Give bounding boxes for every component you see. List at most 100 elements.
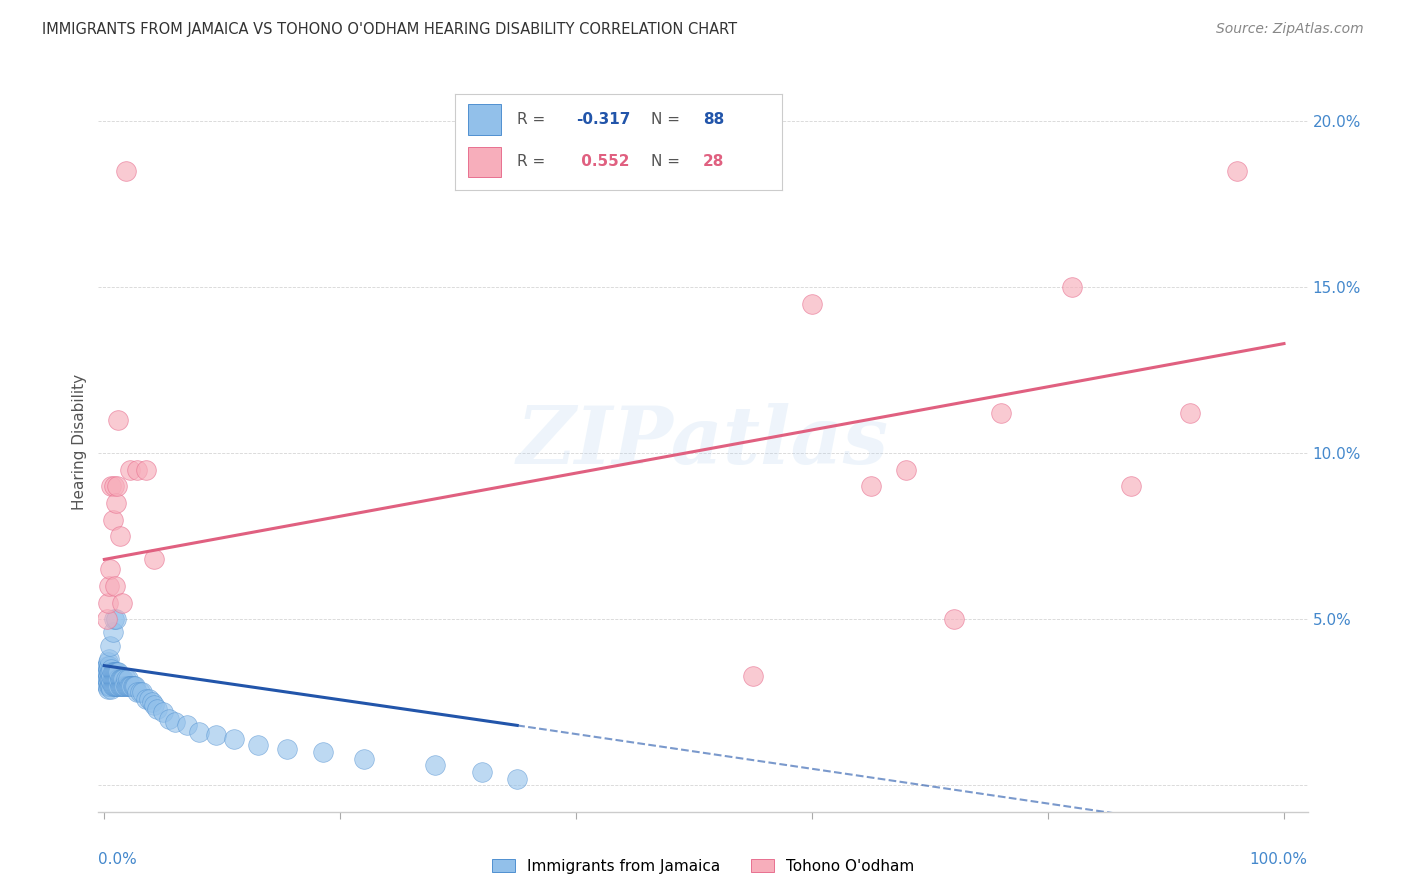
- Point: [101, 672, 124, 686]
- Point: [742, 668, 765, 682]
- Point: [98, 672, 121, 686]
- Point: [101, 512, 124, 526]
- Point: [896, 463, 918, 477]
- Text: Source: ZipAtlas.com: Source: ZipAtlas.com: [1216, 22, 1364, 37]
- Point: [311, 745, 333, 759]
- Point: [98, 658, 121, 673]
- Y-axis label: Hearing Disability: Hearing Disability: [72, 374, 87, 509]
- Point: [103, 672, 125, 686]
- Point: [138, 691, 160, 706]
- Point: [104, 579, 127, 593]
- Point: [176, 718, 198, 732]
- Text: ZIPatlas: ZIPatlas: [517, 403, 889, 480]
- Point: [111, 596, 134, 610]
- Point: [97, 681, 120, 696]
- Point: [96, 665, 118, 680]
- Point: [801, 297, 824, 311]
- Point: [990, 406, 1012, 420]
- Point: [94, 668, 117, 682]
- Point: [105, 679, 128, 693]
- Point: [222, 731, 245, 746]
- Point: [96, 658, 118, 673]
- Point: [98, 665, 121, 680]
- Point: [131, 685, 153, 699]
- Point: [97, 596, 120, 610]
- Point: [127, 463, 149, 477]
- Point: [135, 691, 157, 706]
- Point: [142, 552, 165, 566]
- Point: [107, 679, 129, 693]
- Point: [100, 675, 122, 690]
- Point: [100, 479, 122, 493]
- Point: [98, 562, 121, 576]
- Point: [114, 679, 136, 693]
- Point: [108, 679, 131, 693]
- Point: [105, 479, 128, 493]
- Legend: Immigrants from Jamaica, Tohono O'odham: Immigrants from Jamaica, Tohono O'odham: [485, 853, 921, 880]
- Point: [100, 662, 122, 676]
- Point: [107, 672, 129, 686]
- Point: [105, 679, 128, 693]
- Point: [128, 685, 150, 699]
- Point: [118, 679, 141, 693]
- Point: [860, 479, 883, 493]
- Point: [98, 679, 121, 693]
- Point: [117, 672, 139, 686]
- Point: [120, 679, 142, 693]
- Point: [101, 665, 124, 680]
- Point: [105, 665, 128, 680]
- Point: [124, 679, 146, 693]
- Point: [1119, 479, 1142, 493]
- Point: [353, 751, 375, 765]
- Point: [104, 672, 127, 686]
- Point: [96, 672, 118, 686]
- Point: [104, 679, 127, 693]
- Point: [120, 679, 142, 693]
- Point: [107, 665, 129, 680]
- Point: [105, 665, 128, 680]
- Point: [97, 662, 120, 676]
- Text: 100.0%: 100.0%: [1250, 852, 1308, 866]
- Point: [115, 679, 138, 693]
- Text: 0.0%: 0.0%: [98, 852, 138, 866]
- Point: [98, 672, 121, 686]
- Point: [112, 672, 135, 686]
- Text: IMMIGRANTS FROM JAMAICA VS TOHONO O'ODHAM HEARING DISABILITY CORRELATION CHART: IMMIGRANTS FROM JAMAICA VS TOHONO O'ODHA…: [42, 22, 737, 37]
- Point: [97, 656, 120, 670]
- Point: [127, 685, 149, 699]
- Point: [100, 681, 122, 696]
- Point: [165, 715, 187, 730]
- Point: [111, 672, 134, 686]
- Point: [112, 679, 135, 693]
- Point: [120, 463, 142, 477]
- Point: [108, 672, 131, 686]
- Point: [205, 728, 228, 742]
- Point: [471, 764, 494, 779]
- Point: [107, 413, 129, 427]
- Point: [157, 712, 180, 726]
- Point: [103, 479, 125, 493]
- Point: [506, 772, 529, 786]
- Point: [105, 672, 128, 686]
- Point: [103, 665, 125, 680]
- Point: [117, 679, 139, 693]
- Point: [187, 725, 209, 739]
- Point: [142, 698, 165, 713]
- Point: [97, 675, 120, 690]
- Point: [98, 579, 121, 593]
- Point: [103, 679, 125, 693]
- Point: [97, 668, 120, 682]
- Point: [108, 529, 131, 543]
- Point: [98, 639, 121, 653]
- Point: [122, 679, 145, 693]
- Point: [135, 463, 157, 477]
- Point: [1178, 406, 1201, 420]
- Point: [101, 679, 124, 693]
- Point: [111, 679, 134, 693]
- Point: [152, 705, 174, 719]
- Point: [104, 665, 127, 680]
- Point: [98, 652, 121, 666]
- Point: [1226, 164, 1249, 178]
- Point: [98, 679, 121, 693]
- Point: [96, 679, 118, 693]
